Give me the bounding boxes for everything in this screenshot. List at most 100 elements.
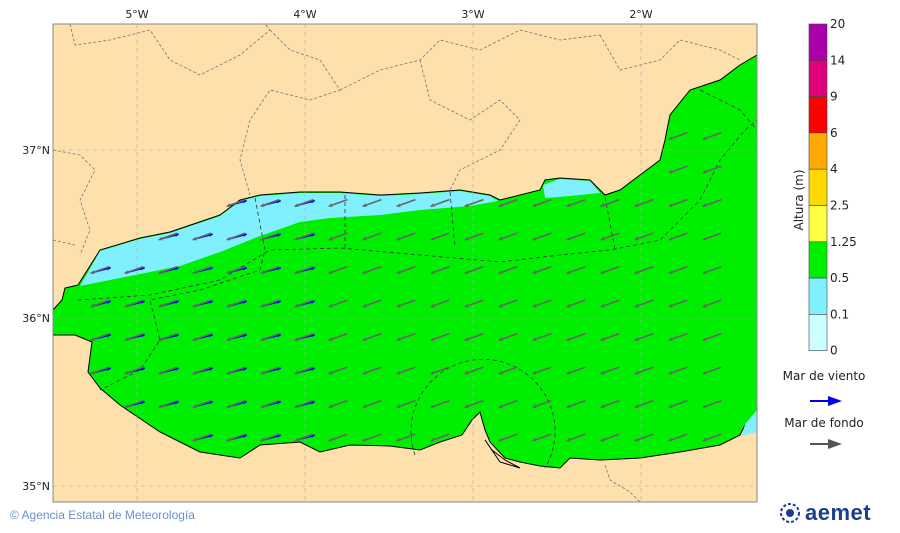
swell-arrow: [566, 198, 586, 208]
aemet-logo-icon: [780, 503, 800, 523]
colorbar-swatch: [808, 277, 828, 315]
lat-tick: 36°N: [22, 312, 50, 325]
swell-arrow: [464, 265, 484, 275]
swell-arrow: [668, 399, 688, 409]
swell-arrow: [328, 265, 348, 275]
swell-arrow: [396, 366, 416, 375]
swell-arrow: [396, 265, 416, 275]
swell-arrow: [226, 332, 246, 342]
swell-arrow: [430, 265, 450, 275]
swell-arrow: [396, 198, 416, 208]
swell-arrow: [668, 232, 688, 241]
aemet-logo[interactable]: aemet: [778, 500, 871, 526]
swell-arrow: [498, 366, 518, 375]
swell-arrow: [90, 366, 110, 375]
swell-arrow: [532, 265, 552, 275]
colorbar-level: 9: [830, 90, 838, 104]
swell-arrow: [430, 198, 450, 208]
swell-arrow: [702, 165, 722, 174]
swell-arrow: [702, 332, 722, 342]
colorbar-swatch: [808, 23, 828, 61]
colorbar-swatch: [808, 205, 828, 243]
swell-arrow: [90, 299, 110, 308]
swell-arrow: [566, 366, 586, 375]
swell-arrow: [124, 265, 144, 275]
zone-boundaries: [77, 89, 758, 469]
swell-arrow: [226, 265, 246, 275]
colorbar-swatch: [808, 314, 828, 351]
swell-arrow: [158, 332, 178, 342]
swell-arrow: [498, 299, 518, 308]
swell-arrow: [294, 198, 314, 208]
swell-arrow: [362, 265, 382, 275]
lat-tick: 37°N: [22, 144, 50, 157]
swell-arrow: [498, 399, 518, 409]
swell-arrow: [634, 332, 654, 342]
swell-arrow: [158, 366, 178, 375]
lon-tick: 3°W: [461, 8, 484, 21]
swell-arrow: [362, 433, 382, 442]
color-scale-legend: 20 14 9 6 4 2.5 1.25 0.5 0.1 0: [808, 17, 857, 358]
swell-arrow: [430, 366, 450, 375]
swell-arrow: [566, 332, 586, 342]
swell-arrow: [226, 198, 246, 208]
swell-arrow: [430, 399, 450, 409]
swell-arrow: [634, 265, 654, 275]
swell-arrow: [566, 399, 586, 409]
swell-arrow: [328, 299, 348, 308]
swell-arrow: [328, 232, 348, 241]
swell-arrow: [260, 332, 280, 342]
swell-arrow: [668, 131, 688, 141]
swell-arrow: [260, 366, 280, 375]
swell-arrow: [396, 399, 416, 409]
swell-arrow: [634, 399, 654, 409]
swell-arrow: [430, 332, 450, 342]
swell-arrow: [90, 265, 110, 275]
colorbar-level: 14: [830, 53, 845, 67]
swell-arrow: [702, 299, 722, 308]
swell-arrow: [192, 332, 212, 342]
swell-arrow: [702, 198, 722, 208]
swell-arrow: [600, 399, 620, 409]
swell-arrow: [566, 433, 586, 442]
swell-arrow: [192, 366, 212, 375]
swell-arrow: [464, 399, 484, 409]
swell-arrow: [668, 332, 688, 342]
swell-arrow: [634, 232, 654, 241]
swell-arrow: [702, 433, 722, 442]
swell-arrow: [668, 366, 688, 375]
swell-arrow: [362, 332, 382, 342]
swell-arrow: [260, 265, 280, 275]
lon-tick: 2°W: [629, 8, 652, 21]
swell-arrow: [634, 433, 654, 442]
swell-arrow: [226, 433, 246, 442]
swell-arrow: [600, 265, 620, 275]
low-wave-zone: [80, 191, 498, 286]
swell-arrow: [192, 299, 212, 308]
swell-arrow: [328, 332, 348, 342]
swell-arrow: [260, 198, 280, 208]
colorbar-level: 20: [830, 17, 845, 31]
colorbar-level: 0.5: [830, 271, 849, 285]
colorbar-level: 2.5: [830, 199, 849, 213]
swell-arrow: [566, 232, 586, 241]
swell-arrow: [600, 232, 620, 241]
swell-arrow: [532, 232, 552, 241]
swell-arrow: [294, 265, 314, 275]
swell-arrow: [192, 399, 212, 409]
swell-arrow: [294, 332, 314, 342]
swell-arrow: [532, 399, 552, 409]
swell-arrow: [702, 131, 722, 141]
swell-arrow: [634, 198, 654, 208]
lat-tick: 35°N: [22, 480, 50, 493]
swell-arrow: [192, 232, 212, 241]
swell-arrow: [668, 265, 688, 275]
colorbar-level: 1.25: [830, 235, 857, 249]
colorbar-swatch: [808, 132, 828, 170]
swell-arrow: [260, 399, 280, 409]
swell-arrow: [328, 198, 348, 208]
cape-tres-forcas: [484, 439, 521, 469]
swell-arrow: [294, 232, 314, 241]
map-frame: [52, 23, 758, 503]
